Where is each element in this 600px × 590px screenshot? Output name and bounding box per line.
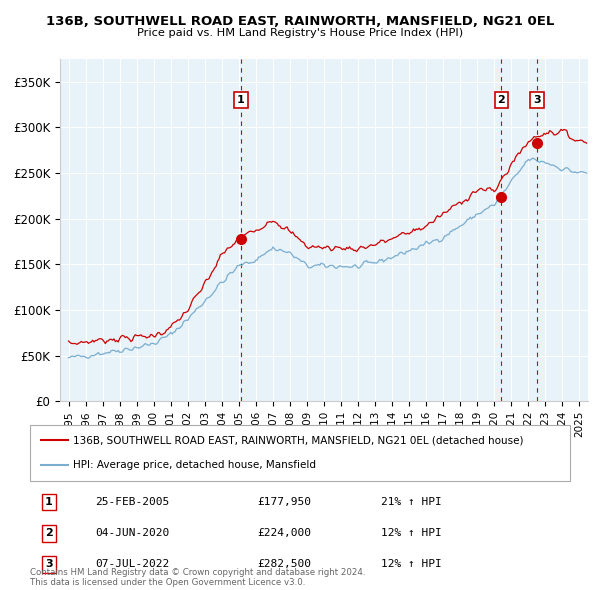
Text: 136B, SOUTHWELL ROAD EAST, RAINWORTH, MANSFIELD, NG21 0EL: 136B, SOUTHWELL ROAD EAST, RAINWORTH, MA… (46, 15, 554, 28)
Text: 3: 3 (533, 95, 541, 105)
Text: 12% ↑ HPI: 12% ↑ HPI (381, 528, 442, 538)
Text: 1: 1 (45, 497, 53, 507)
Text: Price paid vs. HM Land Registry's House Price Index (HPI): Price paid vs. HM Land Registry's House … (137, 28, 463, 38)
Text: £224,000: £224,000 (257, 528, 311, 538)
Text: 21% ↑ HPI: 21% ↑ HPI (381, 497, 442, 507)
Text: Contains HM Land Registry data © Crown copyright and database right 2024.
This d: Contains HM Land Registry data © Crown c… (30, 568, 365, 587)
Text: 2: 2 (497, 95, 505, 105)
Text: 25-FEB-2005: 25-FEB-2005 (95, 497, 169, 507)
Text: £282,500: £282,500 (257, 559, 311, 569)
Text: 07-JUL-2022: 07-JUL-2022 (95, 559, 169, 569)
Text: 1: 1 (237, 95, 245, 105)
Text: 04-JUN-2020: 04-JUN-2020 (95, 528, 169, 538)
Text: HPI: Average price, detached house, Mansfield: HPI: Average price, detached house, Mans… (73, 460, 316, 470)
Text: 3: 3 (45, 559, 53, 569)
Text: 2: 2 (45, 528, 53, 538)
Text: 136B, SOUTHWELL ROAD EAST, RAINWORTH, MANSFIELD, NG21 0EL (detached house): 136B, SOUTHWELL ROAD EAST, RAINWORTH, MA… (73, 435, 524, 445)
FancyBboxPatch shape (30, 425, 570, 481)
Text: 12% ↑ HPI: 12% ↑ HPI (381, 559, 442, 569)
Text: £177,950: £177,950 (257, 497, 311, 507)
